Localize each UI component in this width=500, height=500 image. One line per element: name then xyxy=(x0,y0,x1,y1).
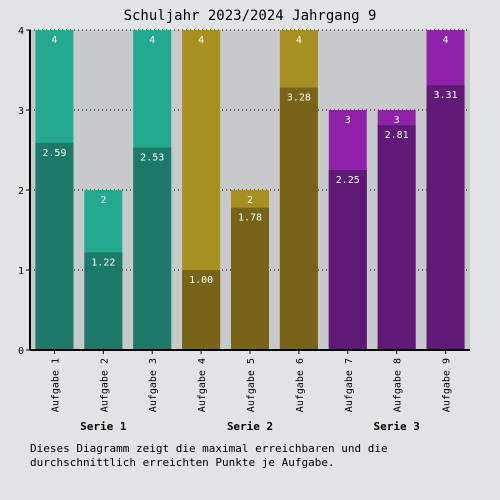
bar-max-label: 2 xyxy=(100,195,106,206)
bar-max-label: 3 xyxy=(394,115,400,126)
x-tick-label: Aufgabe 4 xyxy=(197,358,208,412)
bar-avg-label: 1.22 xyxy=(91,257,115,268)
x-tick-label: Aufgabe 3 xyxy=(148,358,159,412)
y-tick-label: 3 xyxy=(18,106,24,117)
bar-avg xyxy=(84,252,123,350)
group-label: Serie 2 xyxy=(227,420,273,433)
chart-title: Schuljahr 2023/2024 Jahrgang 9 xyxy=(124,8,377,24)
y-tick-label: 1 xyxy=(18,266,24,277)
x-tick-label: Aufgabe 8 xyxy=(393,358,404,412)
bar-avg xyxy=(231,207,269,350)
group-label: Serie 1 xyxy=(80,420,127,433)
bar-avg xyxy=(35,142,74,350)
bar-avg-label: 2.53 xyxy=(140,153,164,164)
bar-avg xyxy=(377,125,416,350)
bar-avg xyxy=(279,87,318,350)
y-tick-label: 0 xyxy=(18,346,24,357)
bar-avg-label: 2.25 xyxy=(336,175,360,186)
bar-max-label: 4 xyxy=(51,35,57,46)
bar-max-label: 2 xyxy=(247,195,253,206)
bar-avg-label: 2.81 xyxy=(385,130,409,141)
y-tick-label: 4 xyxy=(18,26,24,37)
bar-avg xyxy=(426,85,465,350)
bar-max-label: 3 xyxy=(345,115,351,126)
bar-avg-label: 3.28 xyxy=(287,93,311,104)
bar-avg xyxy=(182,270,221,350)
bar-avg-label: 1.78 xyxy=(238,213,262,224)
bar-avg-label: 1.00 xyxy=(189,275,213,286)
bar-max-label: 4 xyxy=(198,35,204,46)
bar-avg-label: 3.31 xyxy=(434,90,458,101)
bar-max-label: 4 xyxy=(149,35,155,46)
x-tick-label: Aufgabe 6 xyxy=(295,358,306,412)
bar-avg xyxy=(328,170,367,350)
x-tick-label: Aufgabe 1 xyxy=(50,358,61,412)
bar-avg-label: 2.59 xyxy=(42,148,66,159)
x-tick-label: Aufgabe 9 xyxy=(442,358,453,412)
chart-caption: Dieses Diagramm zeigt die maximal erreic… xyxy=(30,442,388,469)
bar-max-label: 4 xyxy=(296,35,302,46)
x-tick-label: Aufgabe 2 xyxy=(99,358,110,412)
bar-avg xyxy=(133,147,172,350)
y-tick-label: 2 xyxy=(18,186,24,197)
bar-max-label: 4 xyxy=(443,35,449,46)
group-label: Serie 3 xyxy=(373,420,419,433)
x-tick-label: Aufgabe 7 xyxy=(344,358,355,412)
x-tick-label: Aufgabe 5 xyxy=(246,358,257,412)
